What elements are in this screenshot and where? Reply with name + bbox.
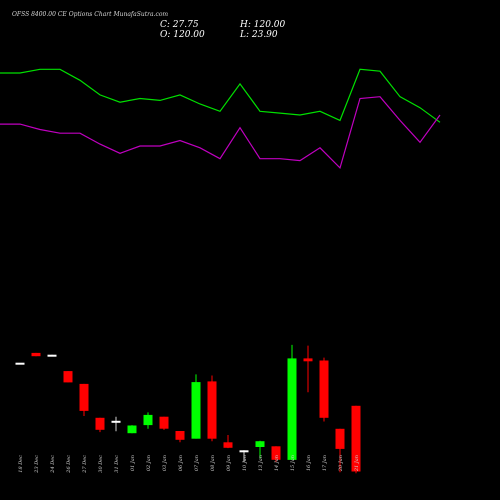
date-tick-label: 21 Jan — [354, 455, 360, 472]
candle-body — [47, 354, 57, 357]
candle — [271, 446, 281, 462]
high-readout: H: 120.00 — [239, 20, 286, 30]
date-tick-label: 09 Jan — [226, 455, 232, 471]
candle — [207, 375, 217, 442]
candle-body — [63, 371, 73, 383]
candle-body — [31, 352, 41, 357]
candle-body — [351, 405, 361, 472]
date-tick-label: 01 Jan — [130, 455, 136, 471]
date-tick-label: 15 Jan — [290, 455, 296, 471]
date-tick-label: 16 Jan — [306, 455, 312, 471]
date-tick-label: 24 Dec — [50, 455, 56, 474]
candle — [111, 416, 121, 432]
candle — [303, 345, 313, 393]
date-tick-label: 30 Dec — [98, 455, 104, 473]
candle — [95, 417, 105, 433]
date-tick-label: 27 Dec — [82, 455, 88, 474]
candle-body — [143, 414, 153, 426]
candle-body — [111, 420, 121, 423]
lower-indicator-line — [0, 96, 441, 170]
date-tick-label: 17 Jan — [322, 455, 328, 471]
candle-body — [95, 417, 105, 430]
candle-body — [239, 450, 249, 453]
candle-body — [127, 425, 137, 434]
candle-body — [79, 383, 89, 411]
candle-body — [271, 446, 281, 460]
date-tick-label: 06 Jan — [178, 455, 184, 471]
date-tick-label: 10 Jan — [242, 455, 248, 471]
candle-body — [191, 382, 201, 439]
date-tick-label: 02 Jan — [146, 455, 152, 471]
date-tick-label: 14 Jan — [274, 455, 280, 471]
date-axis: 18 Dec 23 Dec 24 Dec 26 Dec 27 Dec 30 Dec 31 D… — [18, 455, 360, 474]
candle-body — [207, 381, 217, 439]
candle — [159, 416, 169, 430]
indicator-lines — [0, 68, 441, 170]
candle-body — [15, 362, 25, 365]
candle-body — [255, 441, 265, 447]
candle-body — [319, 360, 329, 418]
candle — [191, 374, 201, 439]
candle — [15, 362, 25, 365]
candle — [175, 431, 185, 443]
candle-body — [303, 358, 313, 362]
upper-indicator-line — [0, 68, 441, 123]
date-tick-label: 26 Dec — [66, 455, 72, 474]
date-tick-label: 13 Jan — [258, 455, 264, 471]
candle — [31, 352, 41, 357]
candle — [223, 435, 233, 449]
candle — [319, 357, 329, 422]
date-tick-label: 23 Dec — [34, 455, 40, 474]
candle — [79, 383, 89, 416]
candle — [47, 354, 57, 357]
candle — [335, 428, 345, 473]
chart-title: OFSS 8400.00 CE Options Chart MunafaSutr… — [12, 11, 168, 18]
candle — [287, 344, 297, 460]
candle-body — [287, 358, 297, 460]
candle — [255, 440, 265, 459]
close-readout: C: 27.75 — [160, 20, 199, 30]
date-tick-label: 03 Jan — [162, 455, 168, 471]
date-tick-label: 08 Jan — [210, 455, 216, 471]
date-tick-label: 07 Jan — [194, 455, 200, 471]
candle — [63, 371, 73, 383]
date-tick-label: 20 Jan — [338, 455, 344, 472]
date-tick-label: 31 Dec — [114, 455, 120, 473]
low-readout: L: 23.90 — [239, 30, 278, 40]
candle-body — [223, 442, 233, 448]
candle-body — [159, 416, 169, 429]
candle-body — [175, 431, 185, 440]
candle — [351, 405, 361, 474]
candles — [15, 344, 361, 474]
date-tick-label: 18 Dec — [18, 455, 24, 473]
candle — [239, 450, 249, 462]
open-readout: O: 120.00 — [160, 30, 205, 40]
candle — [143, 412, 153, 429]
candle-body — [335, 428, 345, 449]
candle — [127, 425, 137, 434]
